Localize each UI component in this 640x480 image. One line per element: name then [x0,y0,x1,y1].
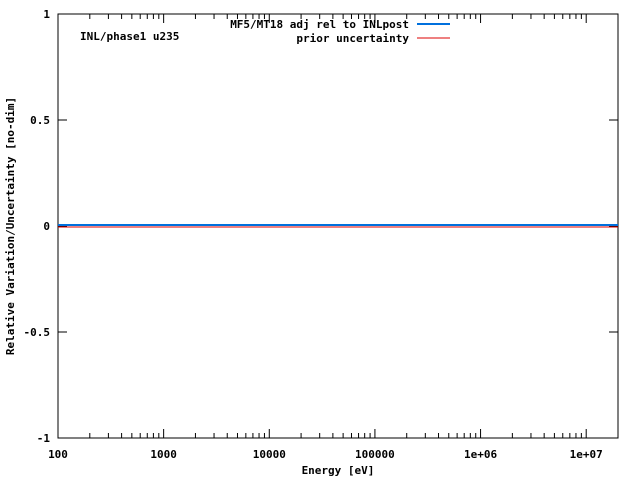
x-tick-label: 10000 [253,448,286,461]
x-tick-label: 1000 [150,448,177,461]
y-tick-label: 0 [43,220,50,233]
x-tick-label: 100 [48,448,68,461]
y-tick-label: -1 [37,432,51,445]
plot-annotation: INL/phase1 u235 [80,30,179,43]
y-tick-label: -0.5 [24,326,51,339]
y-axis-label: Relative Variation/Uncertainty [no-dim] [4,97,17,355]
x-tick-label: 100000 [355,448,395,461]
x-tick-label: 1e+07 [570,448,603,461]
x-axis-ticks [57,14,619,438]
legend-label-0: MF5/MT18 adj rel to INLpost [230,18,409,31]
data-series [58,224,618,228]
legend-label-1: prior uncertainty [296,32,409,45]
x-axis-label: Energy [eV] [302,464,375,477]
y-axis-tick-labels: -1 -0.5 0 0.5 1 [24,8,51,445]
y-tick-label: 0.5 [30,114,50,127]
legend: MF5/MT18 adj rel to INLpost prior uncert… [230,18,450,45]
x-tick-label: 1e+06 [464,448,497,461]
y-tick-label: 1 [43,8,50,21]
x-axis-tick-labels: 100 1000 10000 100000 1e+06 1e+07 [48,448,603,461]
